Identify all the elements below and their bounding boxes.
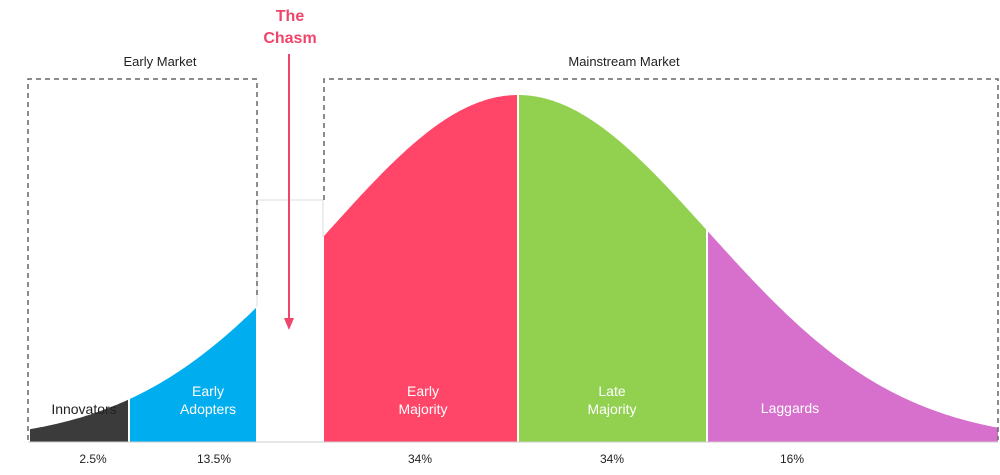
segment-late-majority <box>519 95 706 442</box>
segment-label-early-majority-l1: Early <box>407 383 439 399</box>
segment-label-late-majority-l2: Majority <box>587 401 636 417</box>
segment-label-early-majority-l2: Majority <box>398 401 447 417</box>
segment-label-innovators: Innovators <box>51 401 116 417</box>
segment-label-early-adopters-l1: Early <box>192 383 224 399</box>
segment-innovators <box>30 399 128 442</box>
segment-laggards <box>708 231 998 442</box>
mainstream-market-label: Mainstream Market <box>568 54 680 69</box>
mainstream-market-box <box>323 78 999 440</box>
segment-early-majority <box>324 95 517 442</box>
early-market-box <box>27 78 258 440</box>
chasm-label-line2: Chasm <box>263 30 316 47</box>
percent-innovators: 2.5% <box>79 452 107 466</box>
chasm-label-line1: The <box>276 8 305 25</box>
segment-label-laggards: Laggards <box>761 400 819 416</box>
segment-early-adopters <box>130 307 256 442</box>
percent-early-adopters: 13.5% <box>197 452 231 466</box>
segment-label-late-majority-l1: Late <box>598 383 625 399</box>
early-market-label: Early Market <box>124 54 197 69</box>
chasm-arrowhead-icon <box>284 318 294 330</box>
segment-label-early-adopters-l2: Adopters <box>180 401 236 417</box>
percent-late-majority: 34% <box>600 452 624 466</box>
percent-laggards: 16% <box>780 452 804 466</box>
percent-early-majority: 34% <box>408 452 432 466</box>
